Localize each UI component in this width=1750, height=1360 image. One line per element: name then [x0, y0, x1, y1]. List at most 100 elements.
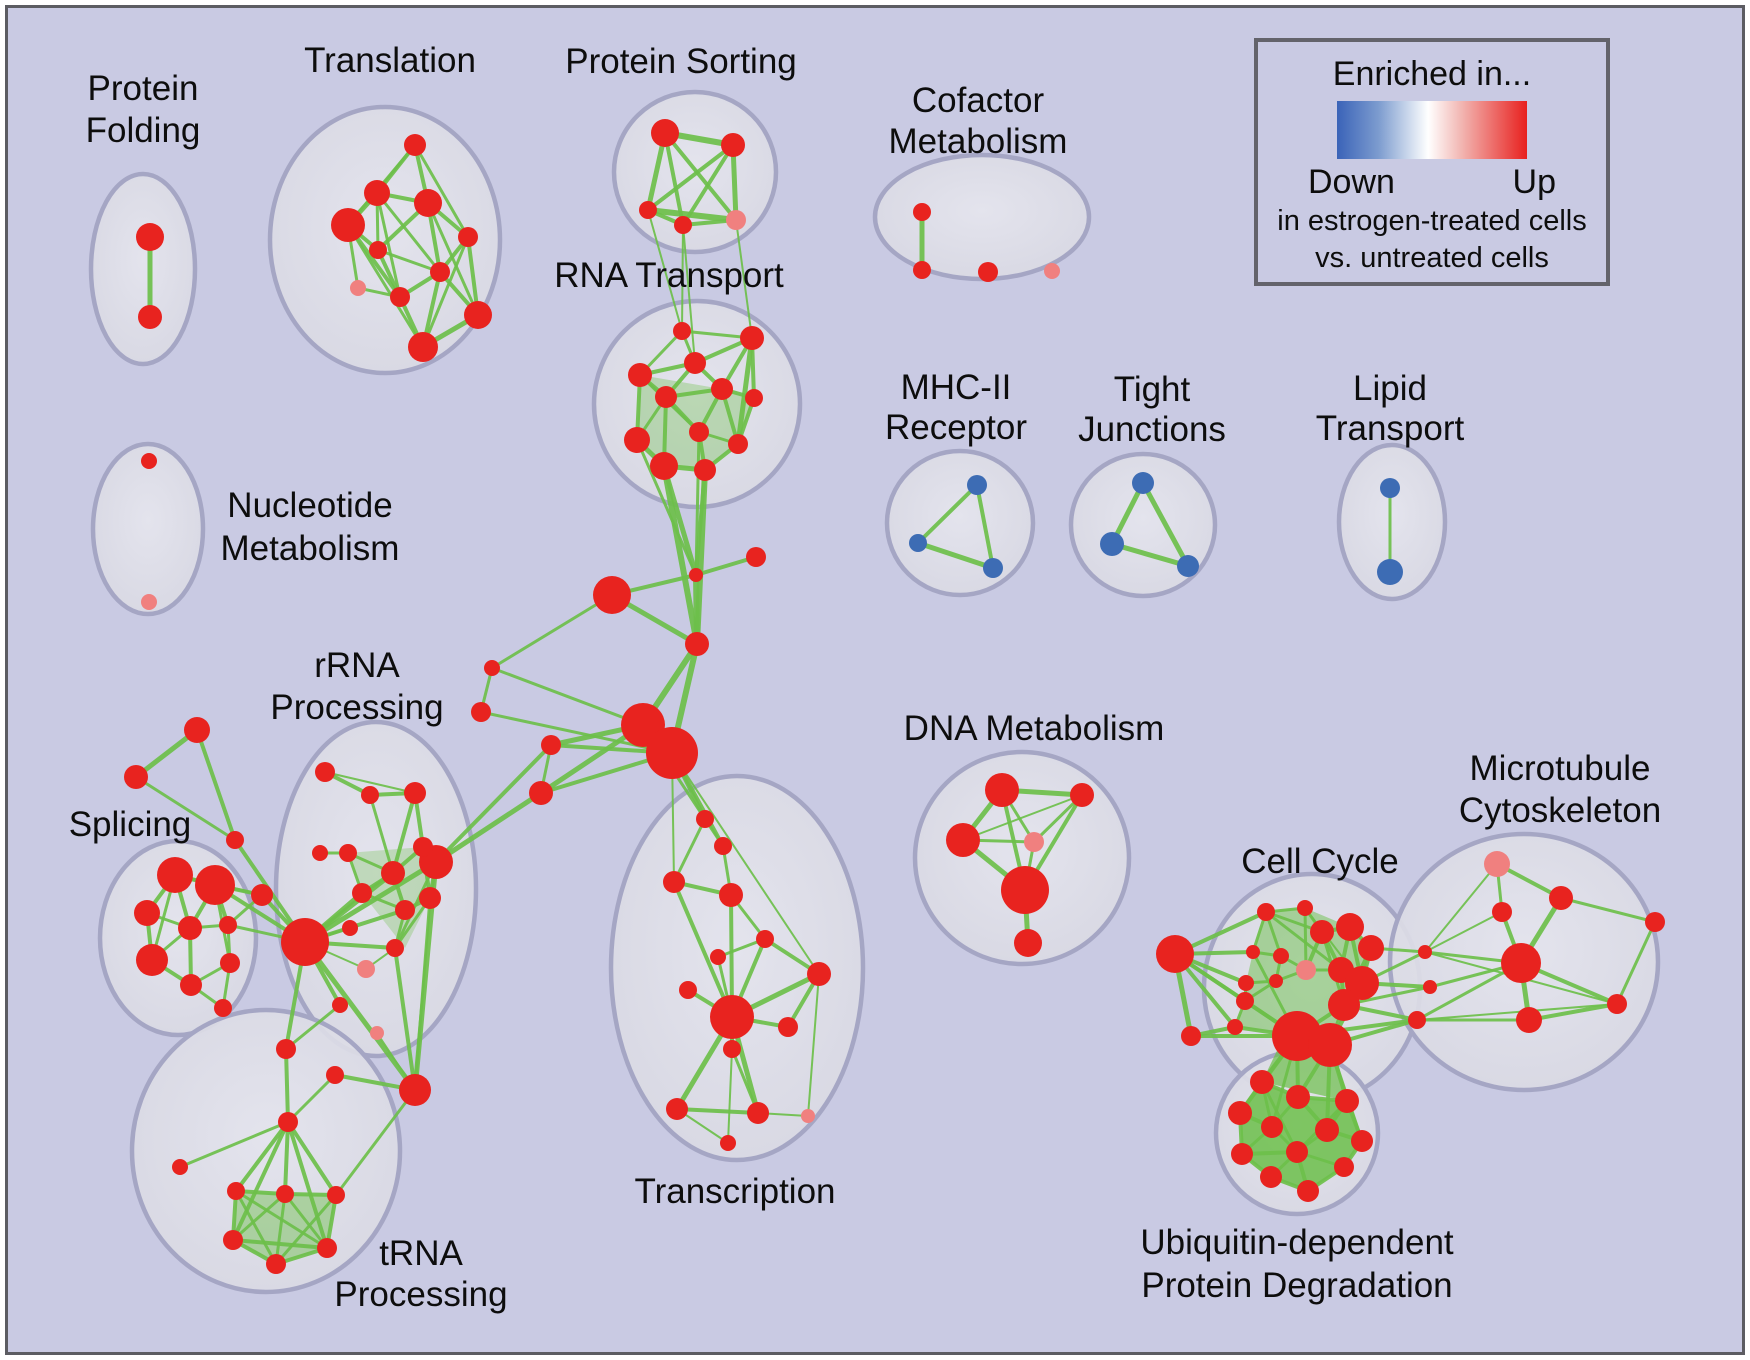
- graph-node: [1408, 1011, 1426, 1029]
- graph-edge: [421, 235, 470, 349]
- cluster-label-transcription-line1: Transcription: [635, 1172, 836, 1211]
- graph-node: [1231, 1143, 1253, 1165]
- graph-node: [276, 1185, 294, 1203]
- legend-up-label: Up: [1512, 163, 1556, 202]
- graph-node: [386, 939, 404, 957]
- graph-node: [134, 900, 160, 926]
- graph-node: [339, 844, 357, 862]
- cluster-label-protein-folding-line2: Folding: [86, 111, 201, 150]
- graph-node: [1286, 1085, 1310, 1109]
- cluster-label-tight-junctions-line2: Junctions: [1078, 410, 1226, 449]
- cluster-label-rrna-processing-line1: rRNA: [314, 646, 400, 685]
- graph-edge: [727, 1048, 733, 1144]
- graph-node: [395, 900, 415, 920]
- graph-node: [728, 434, 748, 454]
- graph-node: [404, 782, 426, 804]
- cluster-label-translation-line1: Translation: [304, 41, 476, 80]
- graph-node: [1269, 974, 1283, 988]
- graph-node: [1501, 943, 1541, 983]
- graph-edge: [375, 191, 442, 274]
- graph-node: [364, 180, 390, 206]
- graph-node: [913, 261, 931, 279]
- graph-edge: [807, 973, 820, 1117]
- graph-node: [281, 918, 329, 966]
- graph-node: [909, 534, 927, 552]
- graph-node: [195, 865, 235, 905]
- graph-node: [1246, 945, 1260, 959]
- graph-edge: [490, 593, 614, 670]
- graph-node: [967, 475, 987, 495]
- graph-node: [178, 916, 202, 940]
- graph-node: [332, 997, 348, 1013]
- graph-edge: [1527, 1002, 1619, 1022]
- graph-edge: [433, 790, 544, 865]
- graph-edge: [663, 131, 738, 222]
- graph-node: [746, 547, 766, 567]
- cluster-label-dna-metabolism-line1: DNA Metabolism: [904, 709, 1165, 748]
- graph-node: [541, 735, 561, 755]
- graph-edge: [730, 1047, 760, 1115]
- graph-node: [1336, 913, 1364, 941]
- graph-edge: [490, 666, 645, 727]
- graph-node: [381, 861, 405, 885]
- graph-node: [251, 884, 273, 906]
- graph-node: [983, 558, 1003, 578]
- graph-node: [679, 981, 697, 999]
- cluster-ellipse-protein-folding: [88, 171, 198, 367]
- graph-node: [1156, 935, 1194, 973]
- graph-edge: [1140, 480, 1191, 569]
- graph-node: [1286, 1141, 1308, 1163]
- graph-node: [370, 1026, 384, 1040]
- graph-node: [1250, 1070, 1274, 1094]
- graph-node: [745, 389, 763, 407]
- graph-node: [317, 1238, 337, 1258]
- graph-edge: [635, 438, 698, 577]
- graph-edge: [434, 743, 553, 864]
- legend-caption-line2: vs. untreated cells: [1315, 241, 1549, 274]
- graph-node: [390, 287, 410, 307]
- graph-edge: [134, 775, 237, 842]
- graph-node: [278, 1112, 298, 1132]
- graph-node: [413, 837, 433, 857]
- graph-node: [1014, 929, 1042, 957]
- graph-node: [1351, 1130, 1373, 1152]
- graph-node: [458, 227, 478, 247]
- graph-edge: [647, 209, 683, 332]
- graph-edge: [1264, 910, 1343, 972]
- graph-edge: [1303, 906, 1308, 972]
- cluster-ellipse-cofactor-metabolism: [872, 152, 1092, 282]
- graph-node: [408, 332, 438, 362]
- graph-node: [1100, 532, 1124, 556]
- graph-node: [430, 262, 450, 282]
- graph-edge: [234, 1120, 290, 1193]
- graph-node: [720, 1135, 736, 1151]
- graph-node: [726, 210, 746, 230]
- graph-node: [471, 702, 491, 722]
- graph-edge: [645, 207, 739, 223]
- graph-node: [624, 427, 650, 453]
- graph-node: [1261, 1116, 1283, 1138]
- cluster-label-ubiquitin-degradation-line1: Ubiquitin-dependent: [1140, 1223, 1454, 1262]
- graph-node: [124, 765, 148, 789]
- graph-node: [985, 773, 1019, 807]
- cluster-label-rna-transport-line1: RNA Transport: [554, 256, 784, 295]
- legend-caption-line1: in estrogen-treated cells: [1277, 205, 1587, 238]
- graph-edge: [426, 201, 480, 317]
- graph-edge: [324, 771, 416, 794]
- graph-edge: [1109, 541, 1191, 569]
- graph-node: [1328, 989, 1360, 1021]
- graph-node: [628, 363, 652, 387]
- graph-edge: [368, 793, 395, 875]
- graph-node: [1238, 975, 1254, 991]
- cluster-ellipse-translation: [267, 104, 503, 376]
- cluster-label-lipid-transport-line1: Lipid: [1353, 369, 1427, 408]
- graph-node: [684, 352, 706, 374]
- graph-node: [350, 280, 366, 296]
- graph-node: [913, 203, 931, 221]
- graph-node: [226, 831, 244, 849]
- graph-node: [312, 845, 328, 861]
- graph-node: [710, 949, 726, 965]
- cluster-label-trna-processing-line1: tRNA: [379, 1234, 463, 1273]
- cluster-label-rrna-processing-line2: Processing: [270, 688, 443, 727]
